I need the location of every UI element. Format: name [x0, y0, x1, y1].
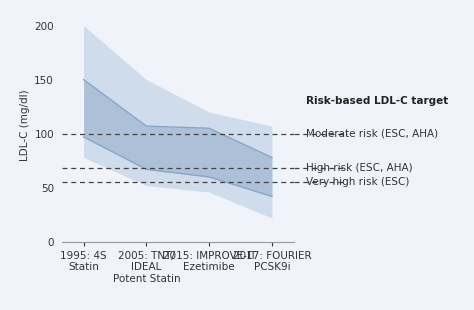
Text: Very high risk (ESC): Very high risk (ESC)	[306, 177, 410, 187]
Y-axis label: LDL-C (mg/dl): LDL-C (mg/dl)	[20, 90, 30, 162]
Text: High risk (ESC, AHA): High risk (ESC, AHA)	[306, 163, 413, 173]
Text: Risk-based LDL-C target: Risk-based LDL-C target	[306, 96, 449, 106]
Text: Moderate risk (ESC, AHA): Moderate risk (ESC, AHA)	[306, 129, 438, 139]
